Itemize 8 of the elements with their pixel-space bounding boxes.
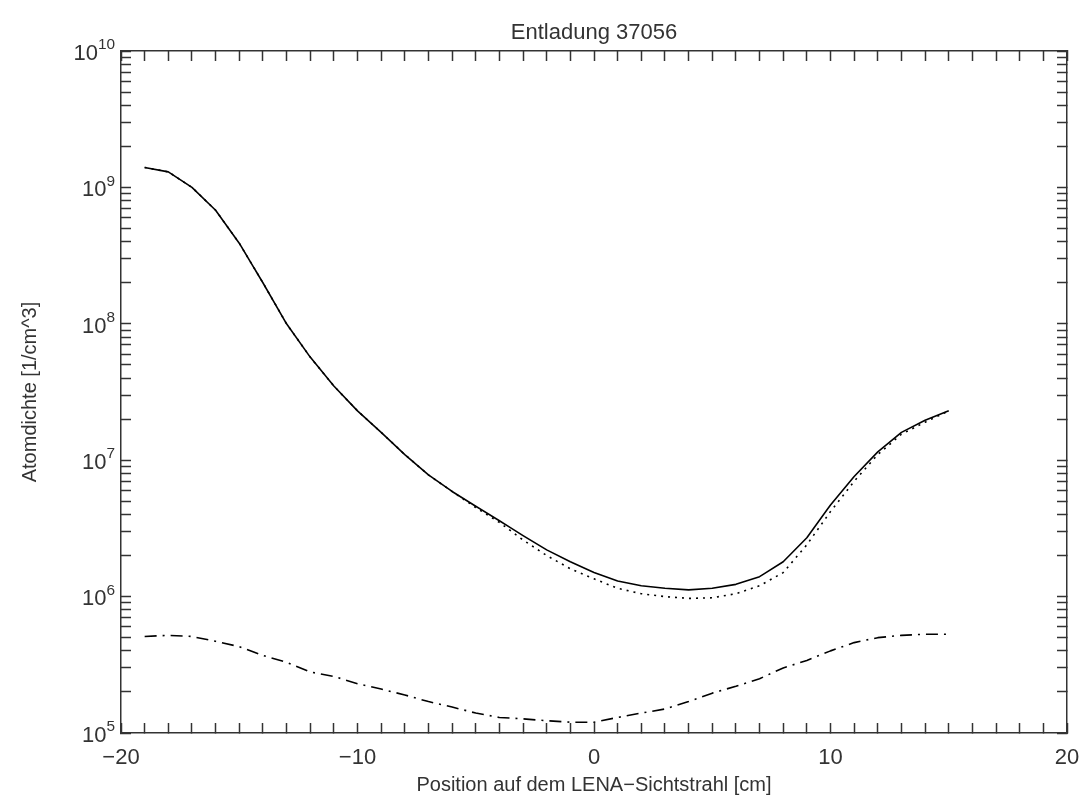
x-tick-label: −10 — [338, 744, 377, 770]
y-axis-title: Atomdichte [1/cm^3] — [17, 301, 40, 483]
x-tick-label: 10 — [818, 744, 843, 770]
x-axis-title: Position auf dem LENA−Sichtstrahl [cm] — [416, 772, 772, 795]
x-tick-label: 0 — [587, 744, 601, 770]
x-tick-label: −20 — [102, 744, 140, 770]
x-tick-label: 20 — [1054, 744, 1080, 770]
chart-title: Entladung 37056 — [510, 19, 678, 45]
